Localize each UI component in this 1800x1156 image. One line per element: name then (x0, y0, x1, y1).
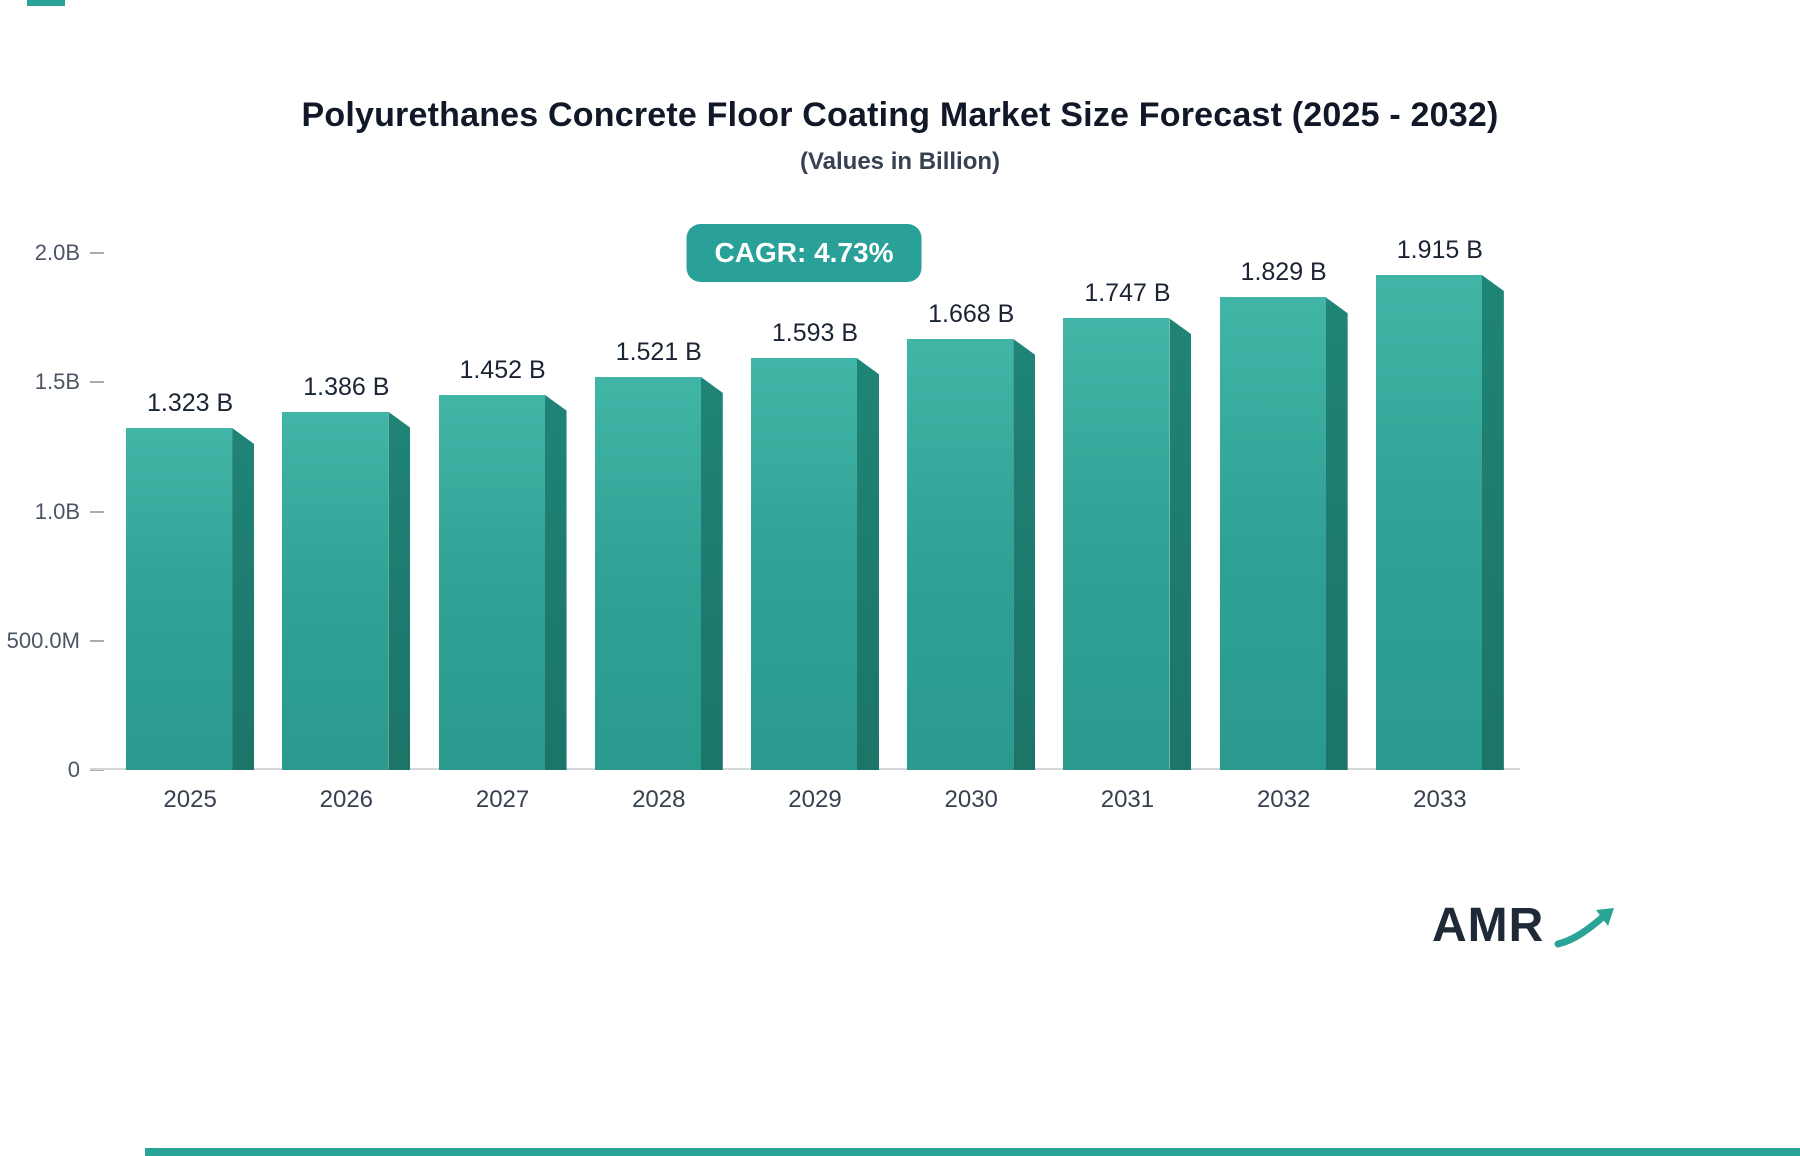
bar-value-label: 1.668 B (928, 299, 1015, 328)
bar-front-face (1063, 318, 1170, 770)
bar-slot: 1.593 B 2029 (737, 253, 893, 813)
y-axis: 2.0B 1.5B 1.0B 500.0M 0 (0, 240, 104, 782)
x-axis-label: 2033 (1413, 786, 1467, 813)
bar-side-face (388, 411, 411, 770)
bar-front-face (1219, 297, 1326, 770)
x-axis-label: 2032 (1256, 786, 1311, 813)
amr-logo-text: AMR (1432, 899, 1545, 952)
y-tick-mark (90, 510, 104, 513)
bar-value-label: 1.593 B (771, 319, 859, 348)
x-axis-label: 2030 (944, 786, 998, 813)
bar-side-face (544, 394, 567, 770)
bar-front-face (1375, 274, 1482, 770)
bar-slot: 1.668 B 2030 (893, 253, 1049, 813)
bar-value-label: 1.386 B (303, 372, 390, 401)
chart-subtitle: (Values in Billion) (799, 148, 1001, 175)
bar-side-face (1169, 318, 1192, 770)
bar: 1.593 B (750, 319, 879, 770)
bar-side-face (1325, 297, 1348, 770)
x-axis-label: 2027 (475, 786, 530, 813)
y-axis-tick: 2.0B (6, 240, 104, 266)
x-axis-label: 2029 (788, 786, 842, 813)
bar-side-face (1481, 274, 1504, 770)
plot-area: 1.323 B 2025 1.386 B 2026 1.452 B 2027 1.521 B… (112, 236, 1518, 813)
bar: 1.521 B (594, 338, 723, 770)
bar: 1.829 B (1219, 258, 1348, 770)
bar: 1.668 B (907, 300, 1036, 770)
y-tick-label: 1.0B (34, 498, 80, 524)
bar: 1.747 B (1063, 279, 1192, 770)
y-axis-tick: 0 (6, 757, 104, 783)
y-tick-mark (90, 381, 104, 384)
y-tick-label: 0 (67, 757, 80, 782)
y-tick-label: 2.0B (34, 240, 80, 265)
bar-value-label: 1.521 B (615, 337, 702, 366)
bar-slot: 1.521 B 2028 (581, 253, 737, 813)
y-tick-label: 1.5B (34, 369, 80, 395)
bar-value-label: 1.915 B (1396, 235, 1483, 264)
x-axis-label: 2031 (1100, 786, 1155, 813)
bar-side-face (232, 428, 255, 770)
y-axis-tick: 500.0M (6, 628, 104, 654)
x-axis-label: 2026 (319, 786, 374, 813)
bar-slot: 1.915 B 2033 (1362, 236, 1518, 813)
bar-side-face (856, 358, 879, 770)
y-tick-mark (90, 639, 104, 642)
bar-front-face (126, 428, 233, 770)
growth-arrow-icon (1554, 908, 1614, 948)
y-axis-tick: 1.0B (6, 499, 104, 525)
bar-value-label: 1.829 B (1240, 258, 1327, 287)
top-accent-bar (27, 0, 65, 6)
bar-slot: 1.829 B 2032 (1206, 253, 1362, 813)
bar-front-face (282, 411, 389, 770)
y-tick-mark (90, 252, 104, 254)
bottom-accent-bar (145, 1148, 1800, 1156)
y-tick-label: 500.0M (6, 627, 80, 653)
cagr-badge: CAGR: 4.73% (686, 224, 922, 282)
bar-value-label: 1.452 B (459, 355, 546, 384)
bar-front-face (907, 338, 1014, 770)
bar: 1.386 B (282, 373, 411, 770)
bar-side-face (1013, 338, 1036, 770)
y-axis-tick: 1.5B (6, 369, 104, 395)
bar-slot: 1.747 B 2031 (1049, 253, 1205, 813)
bar-front-face (594, 376, 701, 770)
bar-front-face (438, 394, 545, 770)
bar-slot: 1.452 B 2027 (424, 253, 580, 813)
x-axis-label: 2028 (632, 786, 686, 813)
bar-slot: 1.386 B 2026 (268, 253, 424, 813)
bar-value-label: 1.323 B (147, 389, 234, 418)
chart-title: Polyurethanes Concrete Floor Coating Mar… (301, 96, 1499, 134)
bar-front-face (750, 358, 857, 770)
y-tick-mark (90, 769, 104, 771)
bar: 1.323 B (126, 389, 255, 770)
bar-value-label: 1.747 B (1084, 279, 1171, 308)
bar-side-face (700, 376, 723, 770)
bar: 1.915 B (1375, 236, 1504, 770)
bar: 1.452 B (438, 356, 567, 770)
bar-slot: 1.323 B 2025 (112, 253, 268, 813)
x-axis-label: 2025 (163, 786, 217, 813)
amr-logo: AMR (1432, 898, 1614, 958)
